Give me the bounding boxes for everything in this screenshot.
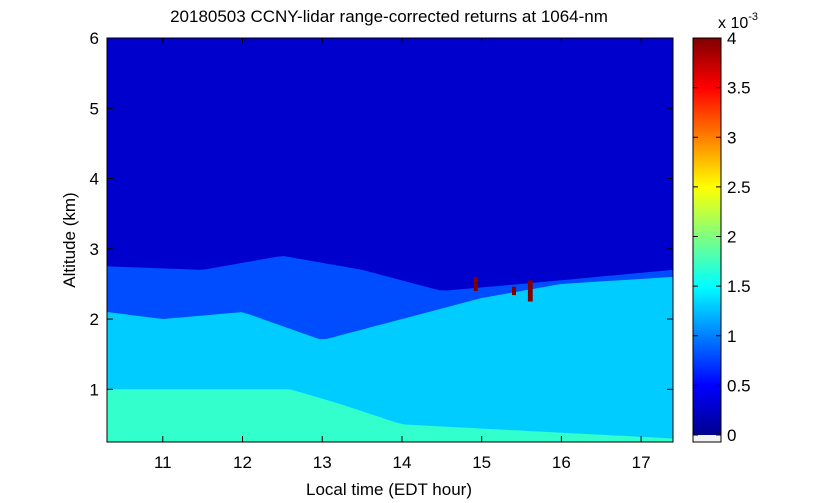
x-tick-label: 16 [552, 453, 571, 472]
y-axis-label: Altitude (km) [60, 192, 79, 287]
plot-area [107, 38, 673, 442]
colorbar-ticks: 0 0.5 1 1.5 2 2.5 3 3.5 4 [693, 29, 751, 445]
colorbar-tick-label: 2.5 [727, 178, 751, 197]
colorbar-frame [692, 37, 722, 443]
y-tick-label: 3 [90, 240, 99, 259]
y-tick-label: 5 [90, 99, 99, 118]
colorbar-tick-label: 3.5 [727, 79, 751, 98]
cloud-return [527, 280, 533, 302]
near-surface-aerosol-layer [107, 389, 673, 442]
x-tick-label: 12 [233, 453, 252, 472]
colorbar-tick-label: 3 [727, 128, 736, 147]
x-tick-label: 11 [154, 453, 172, 472]
colorbar-tick-label: 4 [727, 29, 736, 48]
y-tick-label: 1 [90, 380, 99, 399]
y-tick-label: 2 [90, 310, 99, 329]
colorbar-tick-label: 2 [727, 228, 736, 247]
chart-title: 20180503 CCNY-lidar range-corrected retu… [170, 7, 608, 26]
colorbar-tick-label: 0 [727, 426, 736, 445]
cloud-return [473, 276, 478, 291]
colorbar-tick-label: 1 [727, 327, 736, 346]
x-axis-ticks: 11 12 13 14 15 16 17 [154, 38, 651, 472]
colorbar-exponent-base: x 10 [718, 15, 748, 32]
cloud-return [512, 286, 516, 296]
colorbar-under-swatch [693, 435, 721, 442]
colorbar: 0 0.5 1 1.5 2 2.5 3 3.5 4 x 10-3 [692, 11, 758, 445]
colorbar-tick-label: 1.5 [727, 277, 751, 296]
x-tick-label: 14 [392, 453, 411, 472]
plot-frame [106, 37, 674, 443]
y-tick-label: 4 [90, 170, 99, 189]
x-tick-label: 15 [472, 453, 491, 472]
x-axis-label: Local time (EDT hour) [306, 480, 472, 499]
colorbar-exponent: x 10-3 [718, 11, 758, 32]
colorbar-tick-label: 0.5 [727, 376, 751, 395]
y-tick-label: 6 [90, 29, 99, 48]
colorbar-exponent-power: -3 [748, 11, 758, 23]
y-axis-ticks: 1 2 3 4 5 6 [90, 29, 673, 399]
x-tick-label: 13 [313, 453, 332, 472]
x-tick-label: 17 [632, 453, 651, 472]
